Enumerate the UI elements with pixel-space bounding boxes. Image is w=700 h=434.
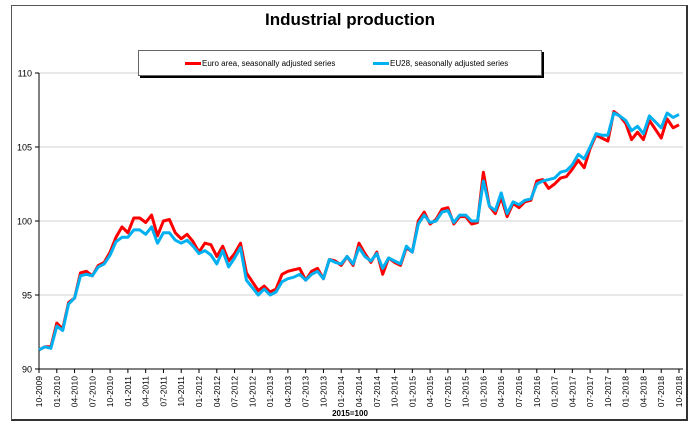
x-tick-label: 10-2010 [105,376,115,407]
legend-swatch-euro-area [185,62,201,65]
series-line-euro-area [38,110,680,352]
x-tick-label: 10-2016 [532,376,542,407]
x-axis-ticks: 10-2009 01-2010 04-2010 07-2010 10-2010 01-20… [34,369,684,407]
legend: Euro area, seasonally adjusted series EU… [138,50,542,76]
legend-item-euro-area: Euro area, seasonally adjusted series [185,59,335,68]
x-tick-label: 07-2013 [301,376,311,407]
x-tick-label: 10-2013 [318,376,328,407]
x-tick-label: 07-2017 [585,376,595,407]
series-line-eu28 [38,111,680,352]
x-tick-label: 07-2015 [443,376,453,407]
x-tick-label: 07-2012 [230,376,240,407]
x-tick-label: 01-2016 [478,376,488,407]
x-tick-label: 01-2013 [265,376,275,407]
x-tick-label: 07-2010 [87,376,97,407]
chart-title: Industrial production [265,10,435,29]
gridlines [39,72,683,296]
legend-label-euro-area: Euro area, seasonally adjusted series [202,59,336,68]
y-tick-label: 105 [17,143,32,153]
x-tick-label: 07-2018 [656,376,666,407]
y-axis-ticks: 90 95 100 105 110 [17,69,39,375]
y-tick-label: 90 [22,365,32,375]
x-tick-label: 10-2018 [674,376,684,407]
x-tick-label: 10-2012 [247,376,257,407]
x-tick-label: 04-2017 [567,376,577,407]
x-tick-label: 04-2011 [141,376,151,407]
x-tick-label: 10-2015 [461,376,471,407]
x-tick-label: 01-2015 [407,376,417,407]
x-tick-label: 04-2013 [283,376,293,407]
x-tick-label: 04-2016 [496,376,506,407]
x-tick-label: 07-2014 [372,376,382,407]
x-tick-label: 10-2014 [390,376,400,407]
x-tick-label: 10-2011 [176,376,186,407]
x-tick-label: 04-2014 [354,376,364,407]
y-tick-label: 95 [22,291,32,301]
x-tick-label: 01-2014 [336,376,346,407]
legend-swatch-eu28 [373,62,389,65]
x-tick-label: 01-2012 [194,376,204,407]
x-tick-label: 04-2010 [70,376,80,407]
x-tick-label: 07-2016 [514,376,524,407]
x-tick-label: 07-2011 [158,376,168,407]
x-tick-label: 01-2010 [52,376,62,407]
y-tick-label: 110 [18,69,32,79]
x-tick-label: 04-2015 [425,376,435,407]
x-tick-label: 10-2009 [34,376,44,407]
x-tick-label: 04-2012 [212,376,222,407]
y-tick-label: 100 [17,217,32,227]
x-tick-label: 04-2018 [638,376,648,407]
x-tick-label: 10-2017 [603,376,613,407]
legend-label-eu28: EU28, seasonally adjusted series [390,59,509,68]
x-tick-label: 01-2018 [621,376,631,407]
x-tick-label: 01-2011 [123,376,133,407]
x-axis-label: 2015=100 [332,409,368,418]
series-lines [38,110,680,352]
x-tick-label: 01-2017 [550,376,560,407]
legend-item-eu28: EU28, seasonally adjusted series [373,59,508,68]
